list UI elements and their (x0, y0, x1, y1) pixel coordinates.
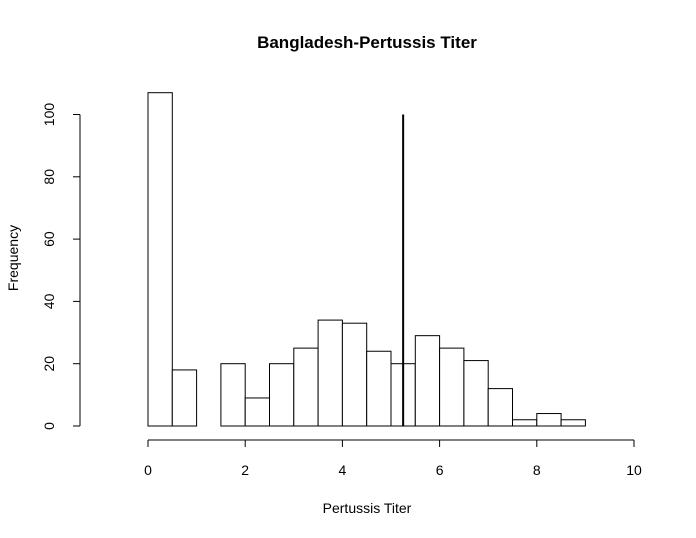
histogram-bar-17 (560, 419, 586, 427)
y-tick-label-2: 40 (41, 293, 57, 309)
x-tick-label-4: 8 (533, 462, 541, 478)
histogram-bar-13 (463, 360, 489, 427)
histogram-bar-12 (439, 347, 465, 427)
x-tick-label-1: 2 (241, 462, 249, 478)
x-tick-label-2: 4 (339, 462, 347, 478)
histogram-bar-4 (244, 397, 270, 427)
histogram-bar-7 (317, 319, 343, 427)
histogram-bar-14 (487, 388, 514, 427)
histogram-bar-0 (147, 92, 173, 427)
histogram-bar-16 (536, 413, 562, 427)
y-tick-label-5: 100 (41, 103, 57, 127)
y-tick-label-3: 60 (41, 231, 57, 247)
histogram-bars (147, 92, 586, 427)
histogram-bar-11 (414, 335, 441, 427)
histogram-bar-8 (341, 322, 368, 427)
y-axis-ticks: 0 20 40 60 80 100 (41, 103, 80, 430)
histogram-bar-3 (220, 363, 246, 427)
histogram-bar-15 (512, 419, 538, 427)
x-tick-label-0: 0 (144, 462, 152, 478)
x-axis-title: Pertussis Titer (323, 500, 412, 516)
y-tick-label-4: 80 (41, 169, 57, 185)
y-tick-label-1: 20 (41, 356, 57, 372)
x-tick-label-3: 6 (436, 462, 444, 478)
chart-title: Bangladesh-Pertussis Titer (257, 33, 477, 52)
histogram-bar-1 (171, 369, 198, 427)
histogram-bar-9 (366, 350, 392, 427)
y-tick-label-0: 0 (41, 422, 57, 430)
histogram-bar-5 (269, 363, 295, 427)
x-axis-ticks: 0 2 4 6 8 10 (144, 440, 642, 478)
y-axis-title: Frequency (5, 225, 21, 291)
x-tick-label-5: 10 (626, 462, 642, 478)
histogram-bar-6 (293, 347, 319, 427)
